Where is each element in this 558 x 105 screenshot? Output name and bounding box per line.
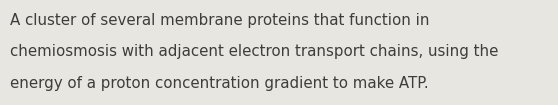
Text: chemiosmosis with adjacent electron transport chains, using the: chemiosmosis with adjacent electron tran…: [10, 44, 498, 59]
Text: A cluster of several membrane proteins that function in: A cluster of several membrane proteins t…: [10, 13, 430, 28]
Text: energy of a proton concentration gradient to make ATP.: energy of a proton concentration gradien…: [10, 76, 429, 91]
